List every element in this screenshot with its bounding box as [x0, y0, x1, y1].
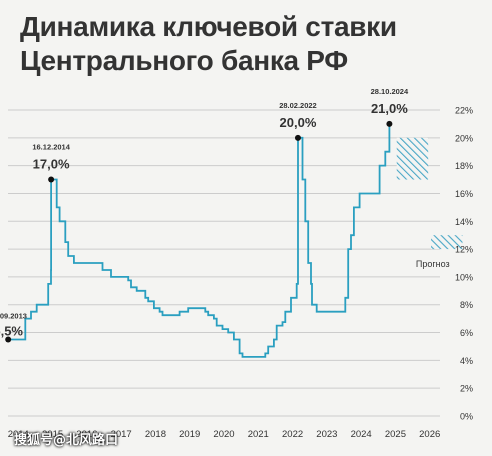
annotation-point	[48, 176, 55, 183]
line-layer	[8, 123, 391, 358]
annotation-value: 20,0%	[280, 115, 317, 130]
forecast-range	[431, 235, 463, 250]
forecast-label: Прогноз	[416, 259, 450, 269]
x-tick-label: 2022	[282, 429, 303, 440]
y-tick-label: 22%	[455, 106, 473, 116]
annotation-date: 17.09.2013	[0, 312, 27, 321]
annotation-point	[5, 336, 12, 343]
chart-title: Динамика ключевой ставки Центрального ба…	[20, 10, 397, 78]
grid-layer	[8, 109, 440, 417]
y-tick-label: 10%	[455, 272, 473, 282]
watermark: 搜狐号@北风路口	[14, 433, 119, 448]
annotation-point	[294, 134, 301, 141]
x-tick-label: 2023	[316, 429, 337, 440]
chart-title-line-1: Динамика ключевой ставки	[20, 11, 397, 42]
annotation-point	[386, 120, 393, 127]
annotation-date: 28.02.2022	[279, 101, 317, 110]
y-tick-label: 6%	[460, 328, 473, 338]
forecast-range	[396, 137, 429, 180]
x-tick-label: 2016	[76, 429, 97, 440]
x-tick-label: 2021	[248, 429, 269, 440]
x-tick-label: 2024	[351, 429, 372, 440]
annotation-value: 21,0%	[371, 101, 408, 116]
y-tick-label: 18%	[455, 161, 473, 171]
forecast-layer: Прогноз	[396, 137, 463, 269]
x-tick-label: 2020	[213, 429, 234, 440]
tick-layer: 0% 2% 4% 6% 8% 10% 12% 14% 16% 18% 20% 22% 2014 2015 2…	[8, 106, 473, 441]
annotation-value: 17,0%	[33, 157, 70, 172]
x-tick-label: 2026	[419, 429, 440, 440]
y-tick-label: 0%	[460, 412, 473, 422]
y-tick-label: 4%	[460, 356, 473, 366]
chart-title-line-2: Центрального банка РФ	[20, 45, 348, 76]
x-tick-label: 2017	[111, 429, 132, 440]
x-tick-label: 2025	[385, 429, 406, 440]
annotation-layer: 17.09.2013 5,5% 16.12.2014 17,0% 28.02.2022 2…	[0, 87, 409, 343]
y-tick-label: 16%	[455, 189, 473, 199]
y-tick-label: 14%	[455, 217, 473, 227]
annotation-value: 5,5%	[0, 324, 23, 339]
x-tick-label: 2018	[145, 429, 166, 440]
annotation-date: 28.10.2024	[371, 87, 409, 96]
y-tick-label: 8%	[460, 300, 473, 310]
y-tick-label: 2%	[460, 384, 473, 394]
x-tick-label: 2014	[8, 429, 29, 440]
y-tick-label: 12%	[455, 245, 473, 255]
x-tick-label: 2019	[179, 429, 200, 440]
rate-step-line	[8, 123, 391, 358]
y-tick-label: 20%	[455, 133, 473, 143]
x-tick-label: 2015	[42, 429, 63, 440]
annotation-date: 16.12.2014	[32, 143, 70, 152]
